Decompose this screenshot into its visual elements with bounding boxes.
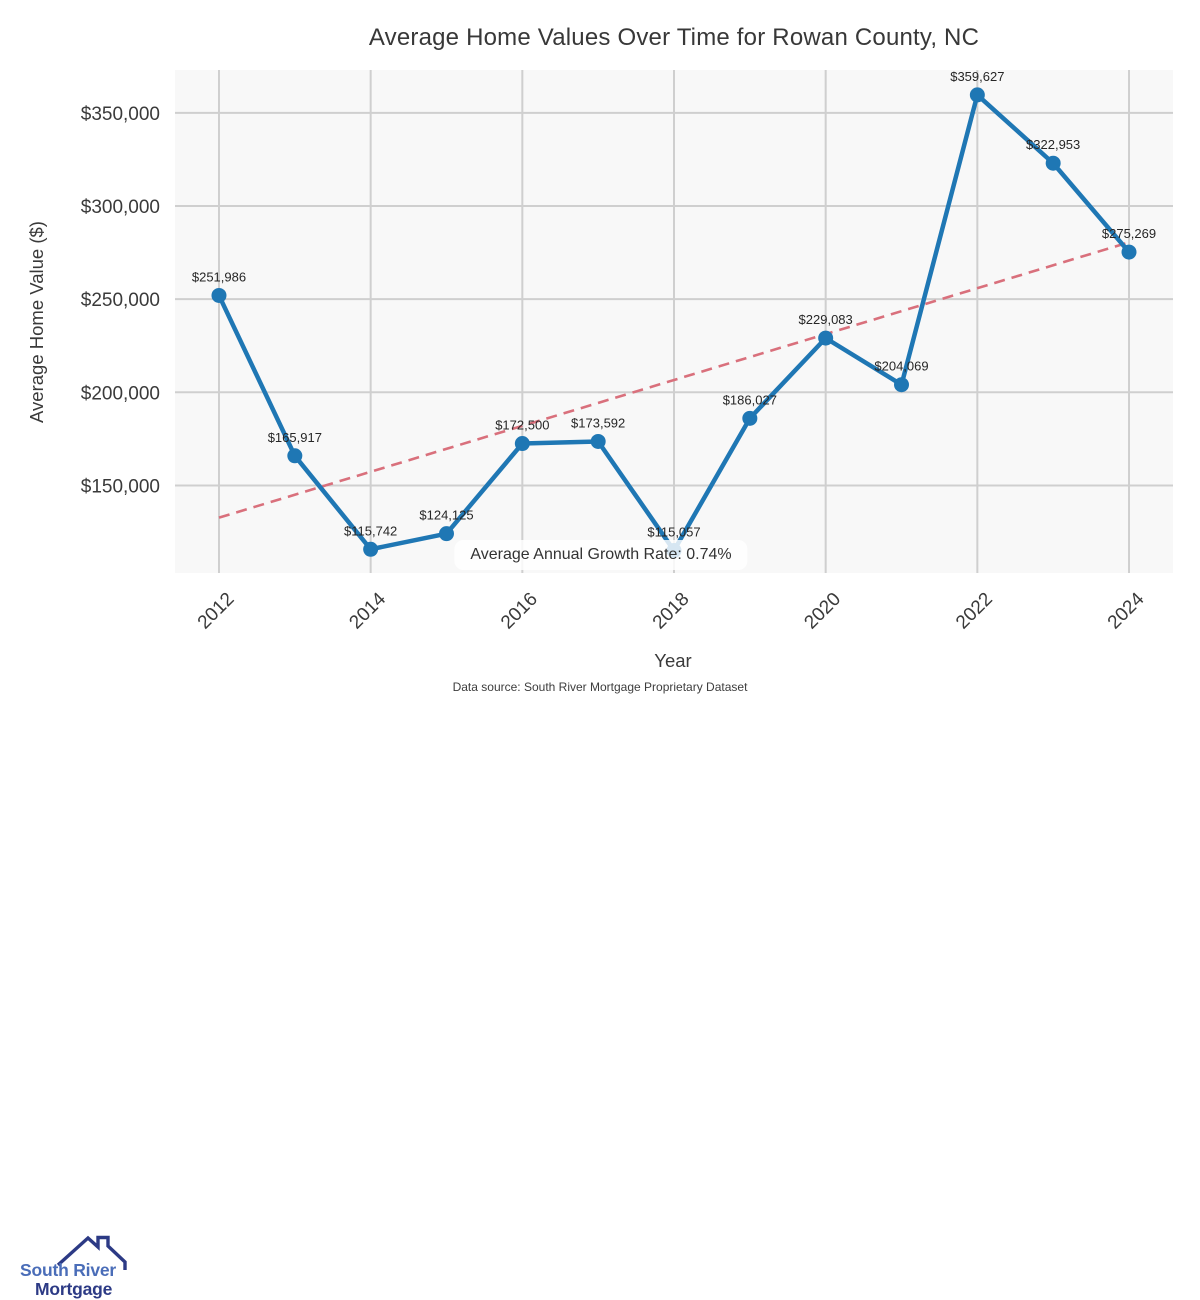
data-point-label: $115,057: [647, 525, 700, 540]
data-point-marker: [969, 87, 985, 103]
y-tick-label: $350,000: [81, 104, 160, 125]
data-point-label: $124,125: [419, 508, 473, 523]
data-point-label: $172,500: [495, 418, 549, 433]
x-tick-label: 2020: [800, 589, 845, 634]
x-tick-label: 2012: [194, 589, 239, 634]
data-point-marker: [363, 541, 379, 557]
data-point-marker: [514, 436, 530, 452]
x-tick-label: 2014: [345, 588, 390, 633]
x-tick-label: 2022: [952, 589, 997, 634]
y-tick-label: $250,000: [81, 290, 160, 311]
data-point-label: $204,069: [874, 359, 928, 374]
trend-line: [218, 241, 1130, 519]
x-tick-label: 2018: [649, 589, 694, 634]
x-tick-label: 2016: [497, 589, 542, 634]
data-point-label: $229,083: [799, 312, 853, 327]
data-point-label: $165,917: [268, 430, 322, 445]
data-point-label: $275,269: [1102, 226, 1156, 241]
data-point-label: $115,742: [344, 523, 397, 538]
logo-text-primary: South River: [20, 1260, 117, 1280]
logo: South River Mortgage: [0, 612, 150, 1299]
line-chart: 2012 2014 2016 2018 2020 2022 2024 $150,000 $200…: [81, 69, 1173, 634]
x-tick-label: 2024: [1104, 588, 1149, 633]
data-point-marker: [590, 433, 606, 449]
data-point-marker: [818, 330, 834, 346]
data-point-marker: [742, 410, 758, 426]
x-axis-title: Year: [654, 650, 692, 671]
data-point-label: $173,592: [571, 415, 625, 430]
data-source-caption: Data source: South River Mortgage Propri…: [452, 680, 748, 694]
logo-text-secondary: Mortgage: [35, 1279, 113, 1299]
data-point-marker: [438, 526, 454, 542]
data-point-marker: [287, 448, 303, 464]
growth-rate-annotation: Average Annual Growth Rate: 0.74%: [454, 540, 748, 570]
data-point-label: $186,027: [723, 392, 777, 407]
data-point-marker: [894, 377, 910, 393]
y-tick-label: $200,000: [81, 383, 160, 404]
y-axis-title: Average Home Value ($): [26, 221, 47, 423]
data-point-label: $322,953: [1026, 137, 1080, 152]
data-point-label: $251,986: [192, 269, 246, 284]
data-point-label: $359,627: [950, 69, 1004, 84]
data-point-marker: [1045, 155, 1061, 171]
y-tick-label: $300,000: [81, 197, 160, 218]
chart-title: Average Home Values Over Time for Rowan …: [368, 24, 980, 51]
data-point-marker: [1121, 244, 1137, 260]
y-tick-label: $150,000: [81, 476, 160, 497]
data-point-marker: [211, 287, 227, 303]
